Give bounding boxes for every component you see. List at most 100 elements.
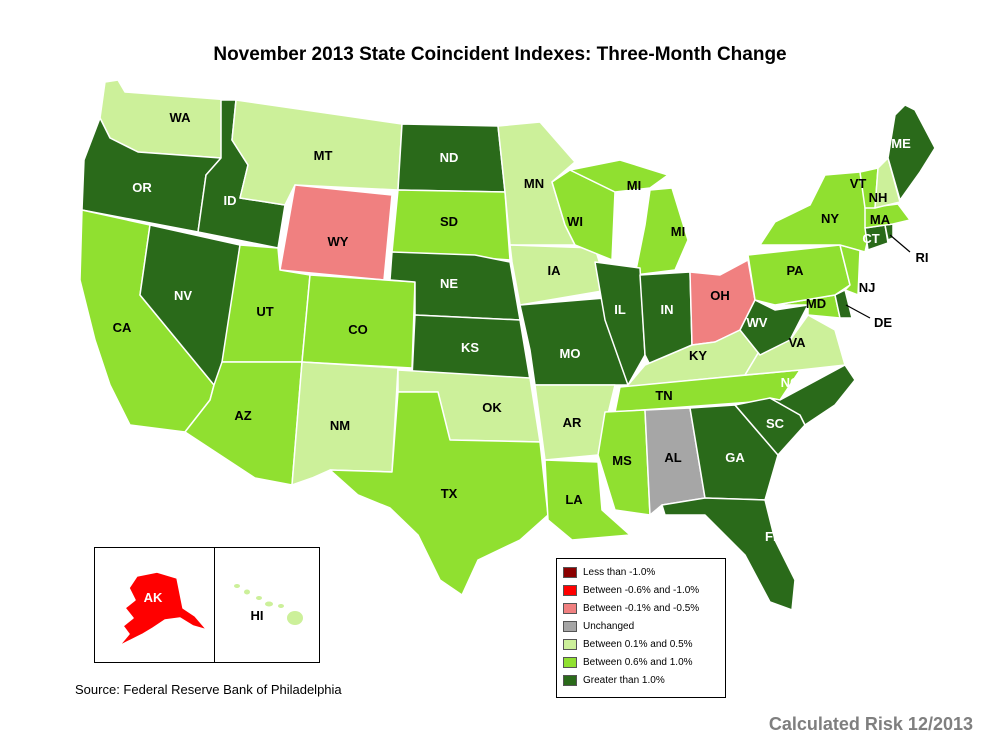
state-ME[interactable]	[887, 104, 936, 201]
label-KS: KS	[461, 340, 479, 355]
legend-label: Between 0.1% and 0.5%	[583, 638, 693, 650]
legend-swatch	[563, 638, 577, 650]
label-CA: CA	[113, 320, 132, 335]
label-SD: SD	[440, 214, 458, 229]
legend-label: Greater than 1.0%	[583, 674, 665, 686]
legend-item: Between -0.1% and -0.5%	[563, 601, 699, 615]
label-MI-upper: MI	[627, 178, 641, 193]
state-DE[interactable]	[834, 289, 853, 319]
label-LA: LA	[565, 492, 583, 507]
label-ME: ME	[891, 136, 911, 151]
label-WI: WI	[567, 214, 583, 229]
state-TX[interactable]	[329, 391, 549, 596]
label-GA: GA	[725, 450, 745, 465]
label-AZ: AZ	[234, 408, 251, 423]
label-PA: PA	[786, 263, 804, 278]
label-ND: ND	[440, 150, 459, 165]
legend-swatch	[563, 584, 577, 596]
legend-swatch	[563, 620, 577, 632]
alaska-map: AK	[118, 571, 208, 647]
state-MS[interactable]	[597, 409, 651, 516]
label-TN: TN	[655, 388, 672, 403]
label-VT: VT	[850, 176, 867, 191]
label-KY: KY	[689, 348, 707, 363]
ri-leader-line	[889, 234, 911, 253]
label-NH: NH	[869, 190, 888, 205]
state-HI[interactable]	[234, 584, 303, 625]
label-MS: MS	[612, 453, 632, 468]
label-NY: NY	[821, 211, 839, 226]
legend-label: Between -0.6% and -1.0%	[583, 584, 700, 596]
map-legend: Less than -1.0% Between -0.6% and -1.0% …	[556, 558, 726, 698]
label-OH: OH	[710, 288, 730, 303]
state-NH[interactable]	[874, 157, 901, 209]
state-IL[interactable]	[594, 261, 646, 386]
state-MI-upper[interactable]	[569, 159, 669, 193]
label-MT: MT	[314, 148, 333, 163]
state-labels: WA OR CA ID NV MT WY UT AZ CO NM ND SD N…	[113, 110, 929, 544]
legend-label: Unchanged	[583, 620, 635, 632]
label-SC: SC	[766, 416, 785, 431]
label-CT: CT	[862, 231, 879, 246]
label-IA: IA	[548, 263, 562, 278]
state-MI-lower[interactable]	[634, 187, 689, 276]
state-GA[interactable]	[689, 404, 779, 501]
legend-swatch	[563, 566, 577, 578]
label-IN: IN	[661, 302, 674, 317]
label-MA: MA	[870, 212, 891, 227]
label-RI: RI	[916, 250, 929, 265]
label-ID: ID	[224, 193, 237, 208]
label-NV: NV	[174, 288, 192, 303]
state-FL[interactable]	[661, 497, 796, 611]
credit-watermark: Calculated Risk 12/2013	[768, 714, 973, 734]
label-NM: NM	[330, 418, 350, 433]
state-NC[interactable]	[769, 364, 856, 426]
label-NC: NC	[781, 375, 800, 390]
label-HI: HI	[251, 608, 264, 623]
label-AK: AK	[144, 590, 163, 605]
de-leader-line	[845, 304, 871, 319]
label-MO: MO	[560, 346, 581, 361]
state-SD[interactable]	[391, 189, 511, 261]
label-AL: AL	[664, 450, 681, 465]
hawaii-map: HI	[234, 584, 303, 625]
legend-item: Between -0.6% and -1.0%	[563, 583, 699, 597]
legend-label: Less than -1.0%	[583, 566, 656, 578]
label-VA: VA	[788, 335, 806, 350]
label-WY: WY	[328, 234, 349, 249]
label-IL: IL	[614, 302, 626, 317]
state-AK[interactable]	[118, 571, 208, 647]
legend-label: Between 0.6% and 1.0%	[583, 656, 693, 668]
label-MI-lower: MI	[671, 224, 685, 239]
alaska-inset: AK	[94, 547, 216, 663]
map-title: November 2013 State Coincident Indexes: …	[213, 44, 787, 65]
label-OK: OK	[482, 400, 502, 415]
label-CO: CO	[348, 322, 368, 337]
legend-item: Between 0.1% and 0.5%	[563, 637, 693, 651]
label-MN: MN	[524, 176, 544, 191]
label-DE: DE	[874, 315, 892, 330]
legend-label: Between -0.1% and -0.5%	[583, 602, 700, 614]
label-WV: WV	[747, 315, 768, 330]
label-MD: MD	[806, 296, 826, 311]
source-note: Source: Federal Reserve Bank of Philadel…	[75, 682, 342, 697]
label-UT: UT	[256, 304, 273, 319]
legend-swatch	[563, 602, 577, 614]
label-AR: AR	[563, 415, 582, 430]
state-MA[interactable]	[864, 203, 911, 229]
legend-item: Less than -1.0%	[563, 565, 655, 579]
state-WY[interactable]	[279, 184, 393, 281]
label-NJ: NJ	[859, 280, 876, 295]
legend-item: Unchanged	[563, 619, 634, 633]
label-WA: WA	[170, 110, 192, 125]
state-VA[interactable]	[744, 314, 846, 376]
legend-swatch	[563, 674, 577, 686]
hawaii-inset: HI	[214, 547, 320, 663]
legend-swatch	[563, 656, 577, 668]
state-LA[interactable]	[544, 459, 631, 541]
label-OR: OR	[132, 180, 152, 195]
legend-item: Between 0.6% and 1.0%	[563, 655, 693, 669]
legend-item: Greater than 1.0%	[563, 673, 665, 687]
label-NE: NE	[440, 276, 458, 291]
